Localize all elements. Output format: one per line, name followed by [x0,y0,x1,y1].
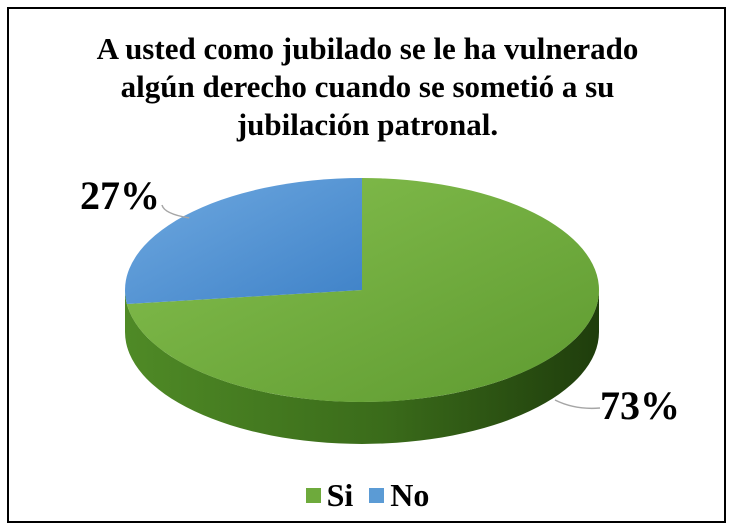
legend-label-si: Si [326,477,354,513]
chart-title-line-3: jubilación patronal. [236,107,499,142]
chart-title-line-2: algún derecho cuando se sometió a su [120,69,615,104]
data-label-no: 27% [80,173,160,218]
pie-slice-si [126,178,599,402]
pie-side-si [125,290,599,444]
pie-slice-no [124,178,362,305]
legend-swatch-si [305,488,321,503]
legend-item-si: Si [305,477,354,514]
data-label-si: 73% [600,383,680,428]
legend-label-no: No [390,477,430,513]
leader-line-no [161,204,190,219]
legend-swatch-no [369,488,385,503]
chart-legend: Si No [0,477,735,514]
chart-title-line-1: A usted como jubilado se le ha vulnerado [96,31,639,66]
legend-item-no: No [369,477,429,514]
chart-title: A usted como jubilado se le ha vulnerado… [0,30,735,144]
leader-line-si [554,399,601,410]
